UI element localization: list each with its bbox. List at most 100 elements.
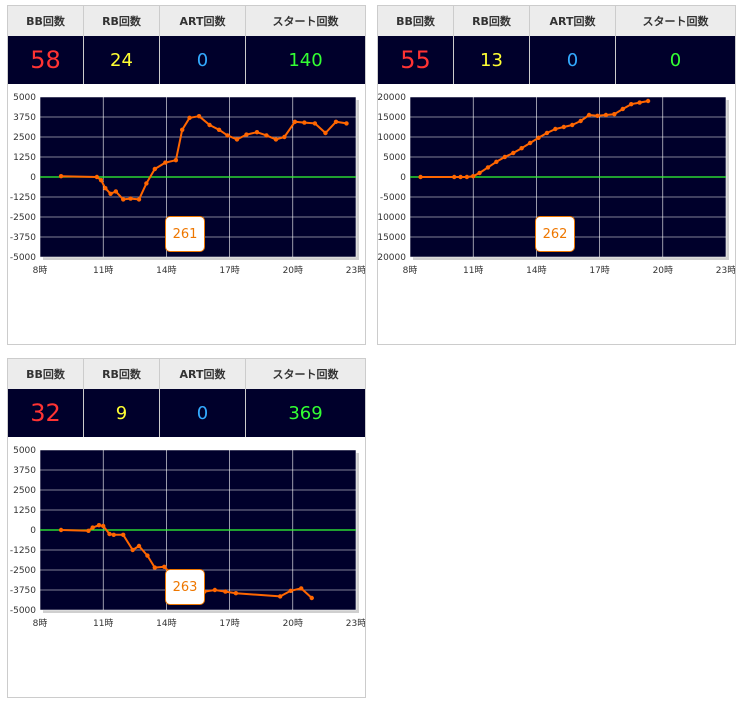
machine-number-button[interactable]: 261: [165, 216, 205, 252]
machine-number-button[interactable]: 263: [165, 569, 205, 605]
data-point: [254, 130, 260, 135]
y-tick-label: 5000: [383, 153, 406, 163]
data-point: [519, 146, 524, 151]
data-point: [113, 189, 119, 194]
x-tick-label: 23時: [716, 265, 735, 276]
stats-table: BB回数 RB回数 ART回数 スタート回数 32 9 0 369: [8, 359, 365, 437]
x-tick-label: 14時: [156, 265, 176, 276]
art-header: ART回数: [529, 6, 616, 36]
data-point: [86, 528, 91, 533]
rb-header: RB回数: [83, 6, 160, 36]
data-point: [58, 527, 64, 533]
x-tick-label: 8時: [33, 618, 48, 629]
data-point: [299, 586, 304, 591]
start-header: スタート回数: [245, 6, 365, 36]
rb-header: RB回数: [83, 359, 160, 389]
data-point: [458, 174, 463, 180]
data-point: [344, 121, 349, 126]
stats-table: BB回数 RB回数 ART回数 スタート回数 55 13 0 0: [378, 6, 735, 84]
data-point: [536, 135, 541, 140]
data-point: [527, 140, 533, 146]
data-point: [234, 137, 240, 142]
x-tick-label: 8時: [33, 265, 48, 276]
y-tick-label: 2500: [13, 486, 36, 496]
data-point: [96, 523, 102, 528]
x-tick-label: 17時: [219, 265, 239, 276]
y-tick-label: 0: [30, 526, 36, 536]
data-point: [629, 102, 634, 107]
data-point: [312, 121, 318, 126]
x-tick-label: 20時: [283, 265, 303, 276]
x-tick-label: 20時: [653, 265, 673, 276]
y-tick-label: 3750: [13, 466, 36, 476]
data-point: [494, 159, 499, 164]
y-tick-label: -20000: [378, 253, 406, 263]
x-tick-label: 17時: [589, 265, 609, 276]
y-tick-label: 1250: [13, 506, 36, 516]
y-tick-label: 2500: [13, 133, 36, 143]
bb-header: BB回数: [378, 6, 454, 36]
data-point: [145, 553, 150, 558]
y-tick-label: -15000: [378, 233, 406, 243]
data-point: [121, 197, 126, 202]
y-tick-label: 3750: [13, 113, 36, 123]
y-tick-label: -10000: [378, 213, 406, 223]
data-point: [108, 191, 113, 196]
start-count: 369: [245, 389, 365, 437]
data-point: [244, 132, 249, 137]
data-point: [196, 114, 202, 119]
data-point: [570, 122, 575, 128]
data-point: [107, 531, 112, 537]
payout-chart: 20000 15000 10000 5000 0 -5000 -10000 -15000 -20…: [378, 93, 735, 276]
data-point: [452, 174, 457, 180]
data-point: [98, 178, 104, 183]
bb-count: 55: [378, 36, 454, 84]
data-point: [309, 595, 314, 601]
data-point: [223, 589, 228, 594]
art-header: ART回数: [159, 359, 246, 389]
data-point: [464, 174, 470, 180]
data-point: [620, 106, 625, 112]
data-point: [511, 150, 516, 156]
data-point: [173, 158, 179, 163]
machine-card-262: BB回数 RB回数 ART回数 スタート回数 55 13 0 0 20000 15…: [377, 5, 736, 345]
data-point: [578, 118, 583, 124]
y-tick-label: -2500: [10, 566, 36, 576]
rb-count: 13: [453, 36, 530, 84]
x-tick-label: 11時: [93, 265, 113, 276]
data-point: [94, 174, 100, 180]
data-point: [163, 160, 168, 165]
machine-number-button[interactable]: 262: [535, 216, 575, 252]
data-point: [128, 196, 133, 201]
start-header: スタート回数: [615, 6, 735, 36]
data-point: [502, 154, 507, 160]
x-tick-label: 14時: [526, 265, 546, 276]
data-point: [292, 119, 298, 124]
y-tick-label: 1250: [13, 153, 36, 163]
start-count: 0: [615, 36, 735, 84]
data-point: [216, 127, 222, 132]
data-point: [136, 197, 142, 202]
start-header: スタート回数: [245, 359, 365, 389]
data-point: [586, 112, 592, 118]
data-point: [103, 186, 108, 191]
y-tick-label: -5000: [380, 193, 406, 203]
bb-count: 58: [8, 36, 84, 84]
data-point: [58, 174, 64, 179]
data-point: [544, 130, 550, 136]
data-point: [130, 547, 135, 553]
data-point: [471, 174, 476, 179]
data-point: [225, 133, 230, 138]
y-tick-label: 0: [30, 173, 36, 183]
bb-header: BB回数: [8, 6, 84, 36]
data-point: [233, 591, 239, 596]
y-tick-label: 20000: [378, 93, 406, 103]
data-point: [645, 98, 651, 104]
data-point: [207, 122, 212, 128]
y-tick-label: -1250: [10, 193, 36, 203]
x-tick-label: 20時: [283, 618, 303, 629]
payout-chart: 5000 3750 2500 1250 0 -1250 -2500 -3750 -5000 8時 1…: [10, 446, 365, 629]
x-tick-label: 11時: [463, 265, 483, 276]
data-point: [152, 565, 158, 570]
y-tick-label: -5000: [10, 253, 36, 263]
